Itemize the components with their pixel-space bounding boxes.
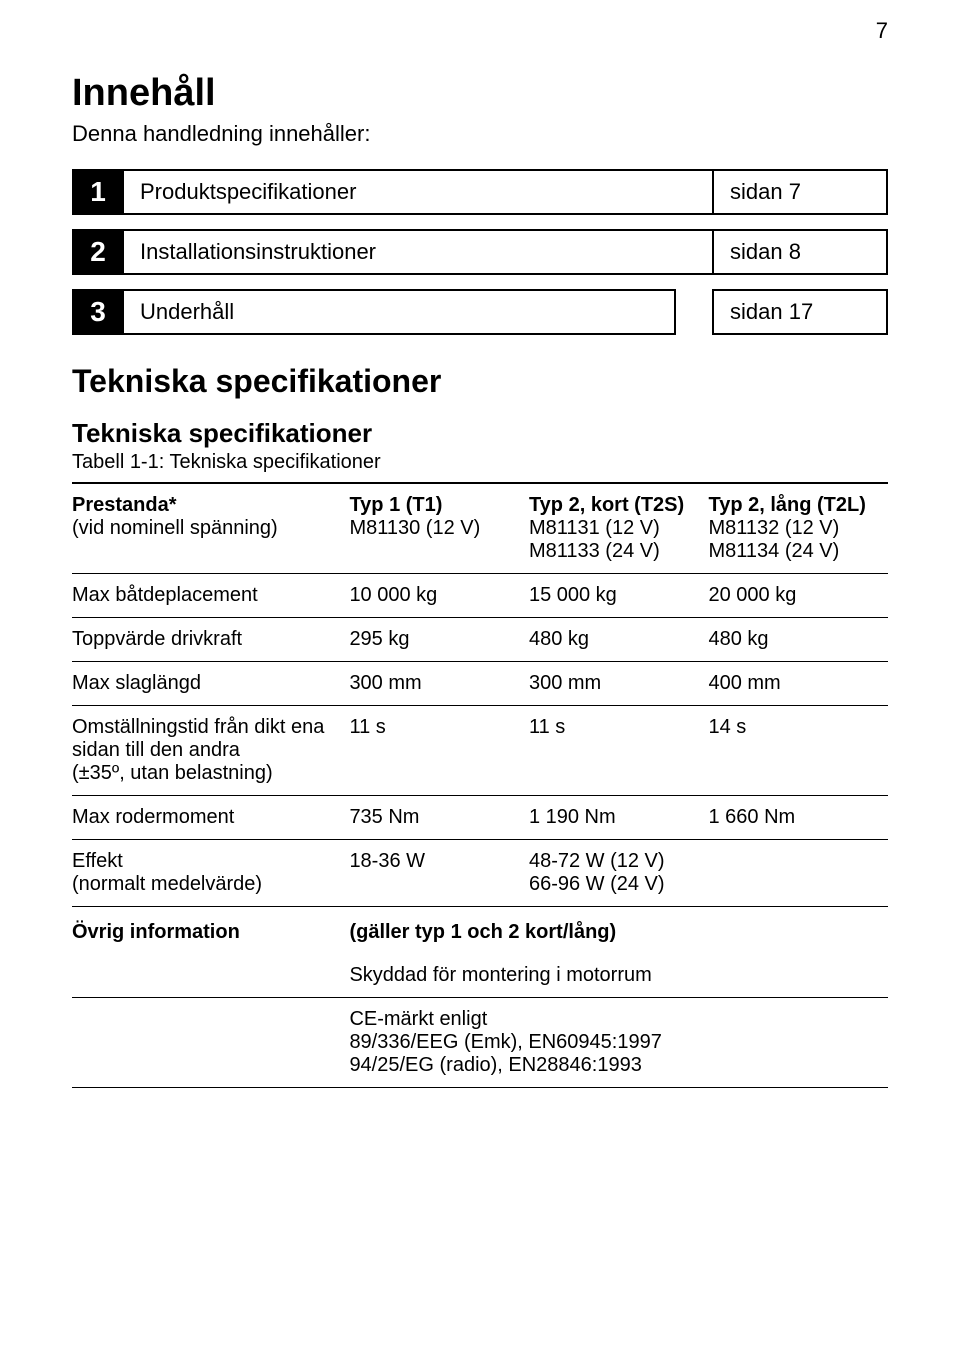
table-cell: 480 kg <box>529 618 709 662</box>
page-title: Innehåll <box>72 72 888 115</box>
row-label: Max rodermoment <box>72 796 349 840</box>
table-cell: 11 s <box>529 706 709 796</box>
table-row: Max slaglängd300 mm300 mm400 mm <box>72 662 888 706</box>
toc-page-ref: sidan 17 <box>712 289 888 335</box>
table-row: Skyddad för montering i motorrum <box>72 954 888 998</box>
row-label <box>72 954 349 998</box>
table-cell: 14 s <box>708 706 888 796</box>
document-page: 7 Innehåll Denna handledning innehåller:… <box>0 0 960 1148</box>
section-title: Tekniska specifikationer <box>72 363 888 400</box>
table-column-header: Typ 2, kort (T2S)M81131 (12 V)M81133 (24… <box>529 483 709 574</box>
table-header-row: Prestanda*(vid nominell spänning)Typ 1 (… <box>72 483 888 574</box>
table-cell: 11 s <box>349 706 529 796</box>
column-title: Typ 2, kort (T2S) <box>529 494 703 517</box>
toc-label: Produktspecifikationer <box>124 169 714 215</box>
toc-page-ref: sidan 7 <box>714 169 888 215</box>
intro-text: Denna handledning innehåller: <box>72 121 888 147</box>
table-column-header: Typ 2, lång (T2L)M81132 (12 V)M81134 (24… <box>708 483 888 574</box>
column-title: Typ 2, lång (T2L) <box>708 494 882 517</box>
table-cell: 20 000 kg <box>708 574 888 618</box>
column-subtitle: M81134 (24 V) <box>708 540 882 563</box>
toc-page-ref: sidan 8 <box>714 229 888 275</box>
table-row: CE-märkt enligt89/336/EEG (Emk), EN60945… <box>72 998 888 1088</box>
column-subtitle: M81133 (24 V) <box>529 540 703 563</box>
column-title: Typ 1 (T1) <box>349 494 523 517</box>
table-body: Max båtdeplacement10 000 kg15 000 kg20 0… <box>72 574 888 1088</box>
table-cell: 1 660 Nm <box>708 796 888 840</box>
column-subtitle: M81131 (12 V) <box>529 517 703 540</box>
table-cell: 480 kg <box>708 618 888 662</box>
table-cell: 300 mm <box>349 662 529 706</box>
row-label: Omställningstid från dikt ena sidan till… <box>72 706 349 796</box>
table-column-header: Prestanda*(vid nominell spänning) <box>72 483 349 574</box>
row-label <box>72 998 349 1088</box>
column-subtitle: M81130 (12 V) <box>349 517 523 540</box>
table-cell: 295 kg <box>349 618 529 662</box>
row-label: Max slaglängd <box>72 662 349 706</box>
table-row: Toppvärde drivkraft295 kg480 kg480 kg <box>72 618 888 662</box>
row-label: Toppvärde drivkraft <box>72 618 349 662</box>
table-cell: 1 190 Nm <box>529 796 709 840</box>
table-row: Max båtdeplacement10 000 kg15 000 kg20 0… <box>72 574 888 618</box>
table-cell: CE-märkt enligt89/336/EEG (Emk), EN60945… <box>349 998 888 1088</box>
spec-table: Prestanda*(vid nominell spänning)Typ 1 (… <box>72 482 888 1088</box>
table-row: Max rodermoment735 Nm1 190 Nm1 660 Nm <box>72 796 888 840</box>
table-row: Övrig information(gäller typ 1 och 2 kor… <box>72 907 888 955</box>
toc-row: 1Produktspecifikationersidan 7 <box>72 169 888 215</box>
column-subtitle: (vid nominell spänning) <box>72 517 343 540</box>
table-caption: Tabell 1-1: Tekniska specifikationer <box>72 451 888 474</box>
table-row: Effekt(normalt medelvärde)18-36 W48-72 W… <box>72 840 888 907</box>
table-cell: 15 000 kg <box>529 574 709 618</box>
table-row: Omställningstid från dikt ena sidan till… <box>72 706 888 796</box>
row-label: Max båtdeplacement <box>72 574 349 618</box>
toc-row: 2Installationsinstruktionersidan 8 <box>72 229 888 275</box>
table-cell: 300 mm <box>529 662 709 706</box>
column-title: Prestanda* <box>72 494 343 517</box>
toc-label: Installationsinstruktioner <box>124 229 714 275</box>
row-label: Effekt(normalt medelvärde) <box>72 840 349 907</box>
page-number: 7 <box>876 18 888 44</box>
toc-label: Underhåll <box>124 289 676 335</box>
toc-number: 1 <box>72 169 124 215</box>
subsection-title: Tekniska specifikationer <box>72 418 888 449</box>
table-cell: Skyddad för montering i motorrum <box>349 954 888 998</box>
row-label: Övrig information <box>72 907 349 955</box>
toc-number: 3 <box>72 289 124 335</box>
toc: 1Produktspecifikationersidan 7 2Installat… <box>72 169 888 335</box>
column-subtitle: M81132 (12 V) <box>708 517 882 540</box>
table-cell: 48-72 W (12 V)66-96 W (24 V) <box>529 840 888 907</box>
table-cell: 400 mm <box>708 662 888 706</box>
table-cell: 10 000 kg <box>349 574 529 618</box>
toc-row: 3Underhåll sidan 17 <box>72 289 888 335</box>
table-cell: (gäller typ 1 och 2 kort/lång) <box>349 907 888 955</box>
table-cell: 735 Nm <box>349 796 529 840</box>
table-column-header: Typ 1 (T1)M81130 (12 V) <box>349 483 529 574</box>
table-cell: 18-36 W <box>349 840 529 907</box>
toc-number: 2 <box>72 229 124 275</box>
